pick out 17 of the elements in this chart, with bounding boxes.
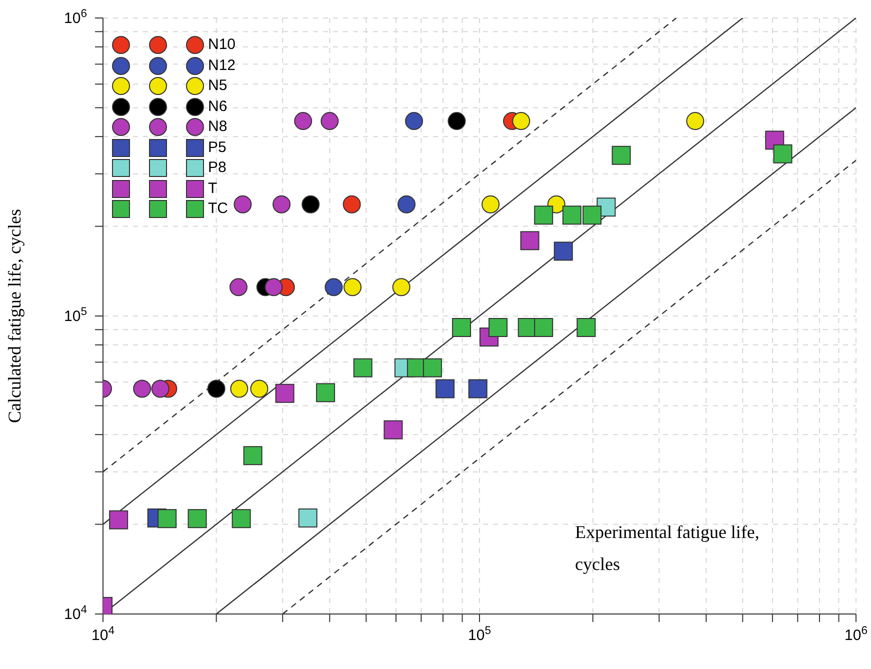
x-tick-label: 10$^{4}$ bbox=[92, 625, 114, 644]
legend-label: P8 bbox=[208, 158, 226, 178]
y-tick-label: 10$^{6}$ bbox=[64, 8, 87, 27]
x-tick-label: 10$^{5}$ bbox=[468, 625, 491, 644]
legend-label: T bbox=[208, 178, 218, 198]
y-tick-label: 10$^{4}$ bbox=[64, 604, 87, 623]
y-tick-label: 10$^{5}$ bbox=[64, 306, 87, 325]
legend-label: TC bbox=[208, 199, 228, 219]
legend-label: N12 bbox=[208, 56, 236, 76]
x-tick-label: 10$^{6}$ bbox=[844, 625, 868, 644]
legend-label: N8 bbox=[208, 117, 228, 137]
y-axis-title: Calculated fatigue life, cycles bbox=[4, 209, 24, 423]
legend-label: P5 bbox=[208, 138, 226, 158]
x-axis-title: Experimental fatigue life, cycles bbox=[575, 521, 760, 576]
legend-label: N10 bbox=[208, 35, 236, 55]
legend-label: N6 bbox=[208, 96, 228, 116]
legend-label: N5 bbox=[208, 76, 228, 96]
